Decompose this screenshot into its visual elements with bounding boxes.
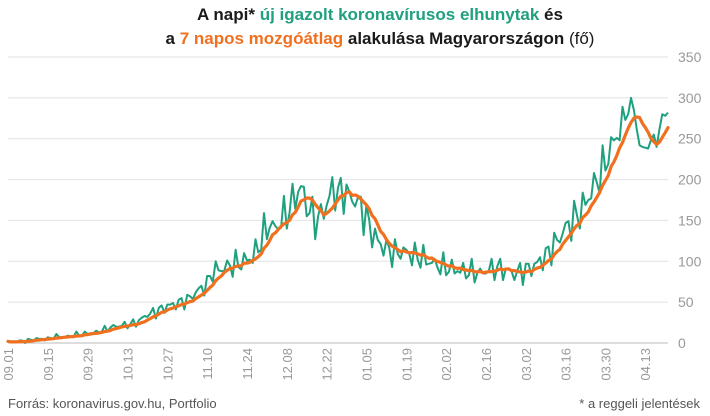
y-tick-label: 50 xyxy=(678,294,694,310)
footnote: * a reggeli jelentések xyxy=(579,396,700,411)
x-tick-label: 02.02 xyxy=(439,348,454,381)
x-tick-label: 01.19 xyxy=(399,348,414,381)
title-average-highlight: 7 napos mozgóátlag xyxy=(179,29,344,48)
moving-average-line xyxy=(6,115,670,344)
title-part4: alakulása Magyarországon xyxy=(343,29,569,48)
y-tick-label: 0 xyxy=(678,335,686,351)
x-tick-label: 12.22 xyxy=(320,348,335,381)
y-tick-label: 100 xyxy=(678,253,702,269)
x-tick-label: 10.27 xyxy=(160,348,175,381)
x-tick-label: 01.05 xyxy=(359,348,374,381)
y-tick-label: 350 xyxy=(678,49,702,65)
x-axis: 09.01 09.15 09.29 10.13 10.27 11.10 11.24 12.08… xyxy=(1,348,653,381)
title-part2: és xyxy=(539,5,563,24)
y-tick-label: 250 xyxy=(678,131,702,147)
chart-title-line1: A napi* új igazolt koronavírusos elhunyt… xyxy=(0,5,710,25)
x-tick-label: 04.13 xyxy=(638,348,653,381)
x-tick-label: 11.10 xyxy=(200,348,215,380)
x-tick-label: 09.15 xyxy=(41,348,56,381)
x-tick-label: 02.16 xyxy=(479,348,494,381)
y-tick-label: 150 xyxy=(678,212,702,228)
x-tick-label: 03.30 xyxy=(598,348,613,381)
title-part3: a xyxy=(165,29,180,48)
grid-lines xyxy=(8,56,668,344)
y-tick-label: 300 xyxy=(678,90,702,106)
x-tick-label: 09.01 xyxy=(1,348,16,381)
x-tick-label: 11.24 xyxy=(240,348,255,380)
title-unit: (fő) xyxy=(568,29,595,48)
x-tick-label: 09.29 xyxy=(81,348,96,381)
y-tick-label: 200 xyxy=(678,172,702,188)
y-axis: 0 50 100 150 200 250 300 350 xyxy=(678,49,702,351)
x-tick-label: 03.02 xyxy=(519,348,534,381)
title-daily-highlight: új igazolt koronavírusos elhunytak xyxy=(259,5,540,24)
x-tick-label: 12.08 xyxy=(280,348,295,381)
title-part1: A napi* xyxy=(197,5,260,24)
source-note: Forrás: koronavirus.gov.hu, Portfolio xyxy=(8,396,217,411)
x-tick-label: 03.16 xyxy=(559,348,574,381)
x-tick-label: 10.13 xyxy=(120,348,135,381)
chart-title-line2: a 7 napos mozgóátlag alakulása Magyarors… xyxy=(0,29,710,49)
